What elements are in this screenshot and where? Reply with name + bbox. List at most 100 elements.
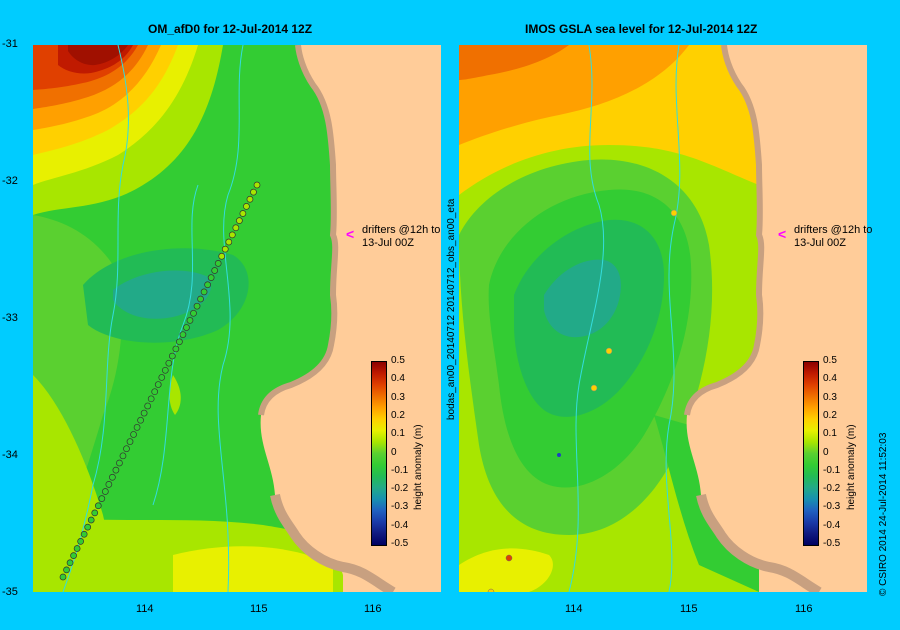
right-colorbar: [803, 361, 819, 546]
drifter-point: [87, 516, 95, 524]
colorbar-tick: 0: [391, 446, 397, 458]
credit-label: © CSIRO 2014 24-Jul-2014 11:52:03: [878, 432, 889, 596]
drifter-point: [112, 466, 120, 474]
drifter-point: [161, 366, 169, 374]
drifter-point: [109, 473, 116, 481]
drifter-point: [239, 210, 247, 217]
colorbar-tick: 0.1: [391, 428, 405, 440]
left-y-tick-32: -32: [2, 175, 18, 187]
drifter-point: [214, 260, 222, 267]
drifter-point: [207, 274, 215, 282]
drifter-point: [116, 459, 123, 467]
colorbar-tick: -0.2: [823, 483, 841, 495]
drifter-point: [123, 445, 130, 453]
drifter-point: [200, 288, 208, 296]
colorbar-tick: -0.3: [391, 501, 409, 513]
drifter-point: [176, 338, 183, 346]
drifter-point: [246, 195, 254, 203]
drifter-point: [158, 374, 166, 381]
drifter-point: [197, 295, 204, 303]
drifter-point: [232, 224, 240, 232]
colorbar-tick: 0.1: [823, 428, 837, 440]
drifter-point: [236, 217, 243, 224]
right-x-tick-116: 116: [795, 603, 813, 615]
drifter-point: [98, 495, 106, 502]
drifter-point: [204, 281, 211, 289]
right-x-tick-114: 114: [565, 603, 583, 615]
drifter-point: [77, 538, 84, 545]
drifter-point: [221, 245, 229, 253]
drifter-point: [250, 188, 257, 196]
drifter-point: [59, 573, 67, 581]
colorbar-tick: -0.1: [391, 464, 409, 476]
colorbar-tick: 0.5: [391, 355, 405, 366]
drifter-point: [80, 530, 88, 538]
left-x-tick-115: 115: [250, 603, 268, 615]
drifter-point: [144, 402, 152, 410]
drifter-point: [172, 345, 180, 353]
drifter-point: [186, 317, 194, 324]
drifter-point: [218, 252, 226, 260]
colorbar-tick: -0.3: [823, 501, 841, 513]
drifter-point: [183, 324, 190, 331]
drifter-point: [243, 203, 250, 210]
drifter-point: [91, 509, 99, 517]
drifter-point: [154, 381, 162, 388]
left-panel-title: OM_afD0 for 12-Jul-2014 12Z: [148, 22, 313, 36]
drifter-point: [137, 416, 144, 424]
left-colorbar: [371, 361, 387, 546]
colorbar-tick: -0.4: [823, 519, 841, 531]
left-map[interactable]: [33, 45, 441, 592]
drifter-arrow-icon: <: [778, 226, 787, 242]
colorbar-tick: -0.2: [391, 483, 409, 495]
left-x-tick-114: 114: [136, 603, 154, 615]
drifter-arrow-icon: <: [346, 226, 355, 242]
right-colorbar-title: height anomaly (m): [846, 424, 857, 510]
left-y-tick-35: -35: [2, 586, 18, 598]
left-drifter-annotation: drifters @12h to 13-Jul 00Z: [362, 224, 441, 249]
drifter-point: [84, 523, 92, 531]
drifter-point: [126, 438, 134, 445]
drifter-point: [211, 267, 219, 274]
colorbar-tick: -0.5: [823, 538, 841, 549]
left-colorbar-title: height anomaly (m): [413, 424, 424, 510]
colorbar-tick: 0.3: [391, 391, 405, 403]
colorbar-tick: -0.1: [823, 464, 841, 476]
colorbar-tick: -0.4: [391, 519, 409, 531]
left-map-field: [33, 45, 441, 592]
drifter-point: [225, 238, 233, 246]
drifter-point: [66, 559, 74, 567]
drifter-point: [253, 181, 261, 189]
colorbar-tick: 0: [823, 446, 829, 458]
drifter-point: [140, 409, 148, 417]
drifter-point: [70, 552, 77, 559]
drifter-point: [94, 502, 102, 510]
drifter-point: [179, 331, 187, 339]
left-y-tick-31: -31: [2, 38, 18, 50]
right-map-field: [459, 45, 867, 592]
colorbar-tick: 0.5: [823, 355, 837, 366]
drifter-point: [73, 545, 81, 552]
drifter-point: [228, 231, 236, 239]
drifter-point: [133, 423, 141, 431]
left-x-tick-116: 116: [364, 603, 382, 615]
drifter-point: [168, 352, 176, 360]
drifter-point: [130, 431, 137, 438]
left-y-tick-34: -34: [2, 449, 18, 461]
right-map[interactable]: [459, 45, 867, 592]
drifter-point: [151, 388, 159, 396]
drifter-point: [101, 488, 109, 495]
right-side-label: bodas_an00_20140712 20140712_obs_an00_et…: [446, 198, 457, 420]
colorbar-tick: 0.3: [823, 391, 837, 403]
drifter-point: [105, 480, 113, 488]
drifter-point: [193, 302, 201, 310]
drifter-point: [63, 566, 70, 574]
right-drifter-annotation: drifters @12h to 13-Jul 00Z: [794, 224, 873, 249]
colorbar-tick: 0.2: [391, 409, 405, 421]
drifter-point: [119, 452, 127, 460]
right-panel-title: IMOS GSLA sea level for 12-Jul-2014 12Z: [525, 22, 758, 36]
drifter-point: [147, 395, 155, 403]
colorbar-tick: 0.2: [823, 409, 837, 421]
left-y-tick-33: -33: [2, 312, 18, 324]
colorbar-tick: 0.4: [391, 373, 405, 385]
